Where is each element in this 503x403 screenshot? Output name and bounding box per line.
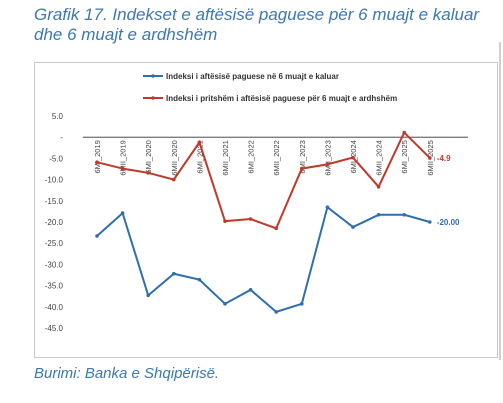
y-tick-label: -15.0 (45, 197, 64, 206)
y-tick-label: -30.0 (45, 260, 64, 269)
data-point (351, 155, 355, 160)
y-tick-label: -40.0 (45, 303, 64, 312)
end-value-label: -4.9 (437, 154, 451, 163)
y-tick-label: -20.0 (45, 218, 64, 227)
data-point (120, 166, 125, 171)
data-point (223, 302, 227, 306)
legend-label: Indeksi i aftësisë paguese në 6 muajt e … (166, 72, 339, 81)
data-point (197, 140, 202, 145)
x-tick-label: 6MI_2020 (144, 140, 153, 173)
x-tick-label: 6MI_2019 (93, 140, 102, 173)
data-point (223, 219, 227, 223)
data-point (248, 217, 253, 221)
legend-marker (151, 74, 155, 78)
data-point (95, 160, 99, 165)
y-tick-label: -5.0 (49, 154, 63, 163)
data-point (95, 234, 99, 238)
data-point (248, 288, 253, 292)
y-tick-label: -25.0 (45, 239, 64, 248)
chart-title: Grafik 17. Indekset e aftësisë paguese p… (34, 5, 499, 45)
data-point (428, 156, 432, 160)
data-point (274, 226, 279, 231)
end-value-label: -20.00 (437, 218, 460, 227)
data-point (172, 177, 176, 182)
series-line (96, 205, 431, 314)
y-tick-label: - (60, 133, 63, 142)
x-tick-label: 6MI_2022 (247, 140, 256, 173)
x-tick-label: 6MII_2020 (170, 140, 179, 175)
data-point (197, 277, 202, 282)
data-point (402, 130, 407, 135)
chart-title-line-1: Grafik 17. Indekset e aftësisë paguese p… (34, 5, 480, 24)
legend-marker (151, 96, 155, 100)
chart-frame (34, 62, 498, 358)
data-point (120, 211, 125, 215)
y-tick-label: -35.0 (45, 282, 64, 291)
data-point (428, 220, 432, 224)
data-point (402, 212, 407, 217)
y-tick-label: -10.0 (45, 176, 64, 185)
x-tick-label: 6MII_2024 (375, 140, 384, 175)
data-point (274, 310, 279, 314)
series-line (96, 130, 431, 230)
y-tick-label: 5.0 (52, 112, 64, 121)
data-point (300, 166, 304, 171)
divider (499, 42, 501, 360)
y-tick-label: -45.0 (45, 324, 64, 333)
x-tick-label: 6MII_2023 (323, 140, 332, 175)
x-tick-label: 6MI_2025 (400, 140, 409, 173)
data-point (300, 302, 304, 306)
legend-label: Indeksi i pritshëm i aftësisë paguese pë… (166, 94, 397, 103)
x-tick-label: 6MI_2023 (298, 140, 307, 173)
x-tick-label: 6MII_2022 (272, 140, 281, 175)
x-tick-label: 6MII_2021 (221, 140, 230, 175)
data-point (376, 185, 381, 189)
data-point (146, 293, 150, 298)
data-point (325, 162, 330, 167)
data-point (376, 212, 381, 217)
data-point (351, 225, 355, 229)
source-note: Burimi: Banka e Shqipërisë. (34, 365, 220, 382)
x-tick-label: 6MI_2021 (195, 140, 204, 173)
data-point (146, 171, 150, 175)
chart-title-line-2: dhe 6 muajt e ardhshëm (34, 25, 218, 44)
data-point (325, 205, 330, 209)
data-point (172, 271, 176, 276)
x-tick-label: 6MII_2019 (119, 140, 128, 175)
